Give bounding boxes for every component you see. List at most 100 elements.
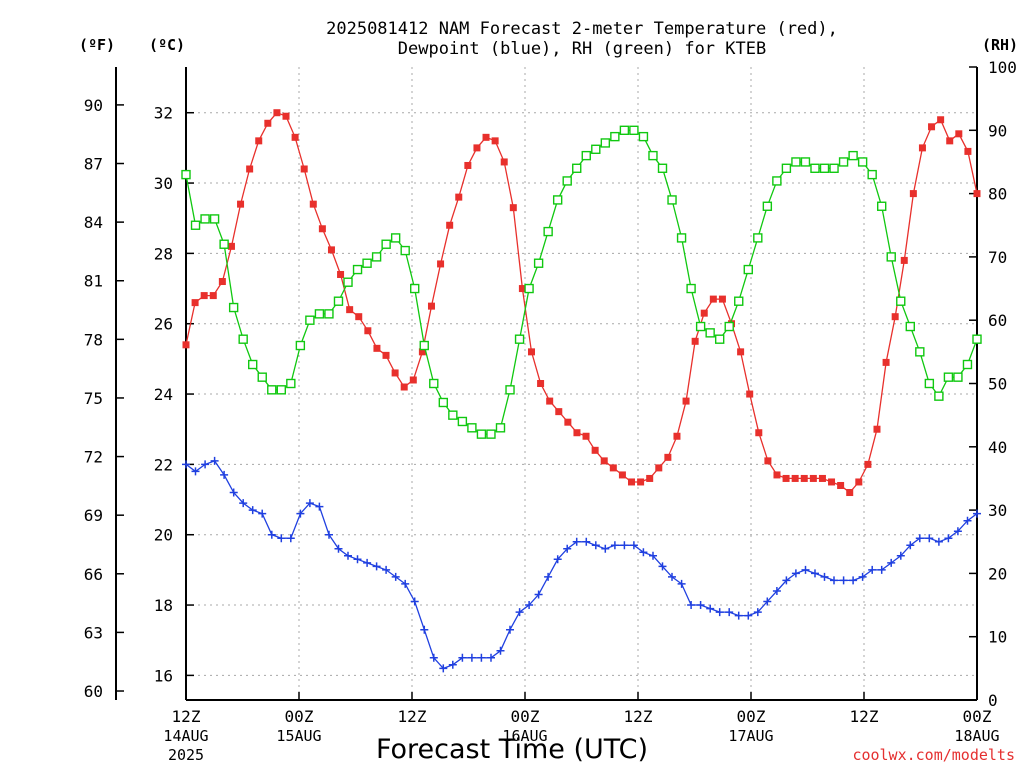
rh-point bbox=[810, 163, 820, 173]
fahrenheit-tick-label: 84 bbox=[84, 213, 103, 232]
dewpoint-point bbox=[868, 565, 877, 574]
rh-point bbox=[371, 252, 382, 262]
rh-tick-label: 20 bbox=[988, 564, 1007, 583]
dewpoint-point bbox=[506, 625, 514, 634]
temperature-series bbox=[182, 109, 981, 497]
rh-point bbox=[905, 321, 915, 332]
temperature-line bbox=[185, 111, 978, 494]
x-tick-time-label: 12Z bbox=[624, 707, 653, 726]
x-tick-time-label: 00Z bbox=[511, 707, 540, 726]
fahrenheit-tick-label: 90 bbox=[84, 96, 103, 115]
temperature-point bbox=[264, 119, 272, 127]
dewpoint-point bbox=[363, 558, 372, 567]
temperature-point bbox=[664, 453, 672, 461]
temperature-point bbox=[746, 390, 754, 398]
rh-point bbox=[219, 239, 229, 249]
chart-title-line-2: Dewpoint (blue), RH (green) for KTEB bbox=[398, 39, 766, 59]
rh-point bbox=[467, 423, 477, 433]
dewpoint-point bbox=[277, 534, 286, 543]
rh-point bbox=[743, 264, 753, 275]
temperature-point bbox=[637, 478, 645, 486]
rh-point bbox=[419, 340, 429, 351]
rh-point bbox=[791, 157, 801, 167]
dewpoint-point bbox=[934, 537, 943, 546]
dewpoint-point bbox=[353, 555, 362, 564]
dewpoint-point bbox=[772, 587, 781, 595]
temperature-point bbox=[873, 425, 881, 433]
dewpoint-point bbox=[496, 646, 505, 655]
dewpoint-point bbox=[344, 551, 352, 560]
rh-tick-label: 50 bbox=[988, 375, 1007, 394]
dewpoint-point bbox=[582, 537, 591, 546]
dewpoint-point bbox=[658, 562, 667, 571]
celsius-tick-label: 32 bbox=[154, 104, 173, 123]
rh-point bbox=[495, 423, 506, 433]
dewpoint-point bbox=[467, 653, 476, 662]
rh-point bbox=[838, 157, 849, 167]
dewpoint-point bbox=[382, 565, 391, 574]
temperature-point bbox=[427, 302, 435, 310]
rh-point bbox=[648, 150, 658, 161]
rh-point bbox=[543, 226, 553, 237]
temperature-point bbox=[418, 348, 426, 356]
temperature-point bbox=[482, 133, 490, 141]
temperature-point bbox=[918, 144, 926, 152]
dewpoint-point bbox=[629, 541, 638, 550]
temperature-point bbox=[546, 397, 554, 405]
temperature-point bbox=[773, 471, 781, 479]
temperature-point bbox=[909, 190, 917, 198]
temperature-point bbox=[900, 256, 908, 264]
temperature-point bbox=[509, 204, 517, 212]
temperature-point bbox=[473, 144, 481, 152]
rh-point bbox=[352, 264, 363, 275]
temperature-point bbox=[700, 309, 708, 317]
temperature-point bbox=[791, 474, 799, 482]
rh-point bbox=[429, 378, 439, 389]
dewpoint-point bbox=[372, 562, 381, 571]
fahrenheit-tick-label: 69 bbox=[84, 506, 103, 525]
dewpoint-point bbox=[515, 608, 524, 617]
rh-tick-label: 40 bbox=[988, 438, 1007, 457]
temperature-point bbox=[182, 341, 190, 349]
celsius-unit-label: (ºC) bbox=[149, 36, 185, 54]
dewpoint-point bbox=[201, 460, 210, 469]
fahrenheit-tick-label: 72 bbox=[84, 448, 103, 467]
x-tick-time-label: 12Z bbox=[850, 707, 879, 726]
rh-point bbox=[572, 163, 582, 173]
dewpoint-point bbox=[877, 565, 886, 574]
rh-point bbox=[228, 302, 239, 313]
dewpoint-point bbox=[668, 572, 676, 581]
rh-point bbox=[800, 157, 811, 167]
rh-point bbox=[629, 125, 639, 136]
temperature-point bbox=[337, 270, 345, 278]
dewpoint-point bbox=[725, 608, 734, 617]
rh-point bbox=[410, 283, 420, 294]
x-tick-year-label: 2025 bbox=[168, 746, 204, 764]
celsius-tick-label: 30 bbox=[154, 174, 173, 193]
dewpoint-point bbox=[267, 530, 276, 539]
rh-point bbox=[886, 252, 896, 262]
celsius-tick-label: 18 bbox=[154, 596, 173, 615]
fahrenheit-tick-label: 63 bbox=[84, 623, 103, 642]
rh-point bbox=[734, 296, 744, 306]
rh-tick-label: 0 bbox=[988, 691, 998, 710]
dewpoint-point bbox=[286, 534, 295, 543]
dewpoint-point bbox=[906, 541, 915, 550]
temperature-point bbox=[582, 432, 590, 440]
rh-point bbox=[695, 321, 706, 332]
dewpoint-point bbox=[791, 569, 800, 578]
rh-point bbox=[181, 169, 191, 180]
dewpoint-point bbox=[182, 460, 190, 469]
dewpoint-point bbox=[239, 499, 248, 508]
fahrenheit-tick-label: 60 bbox=[84, 682, 103, 701]
temperature-point bbox=[518, 285, 526, 293]
dewpoint-point bbox=[487, 653, 495, 662]
temperature-point bbox=[218, 278, 226, 286]
dewpoint-point bbox=[591, 541, 600, 550]
rh-point bbox=[896, 296, 906, 306]
rh-point bbox=[257, 372, 267, 382]
temperature-point bbox=[655, 464, 663, 472]
rh-point bbox=[381, 239, 391, 249]
rh-point bbox=[209, 214, 220, 224]
temperature-point bbox=[346, 306, 354, 314]
